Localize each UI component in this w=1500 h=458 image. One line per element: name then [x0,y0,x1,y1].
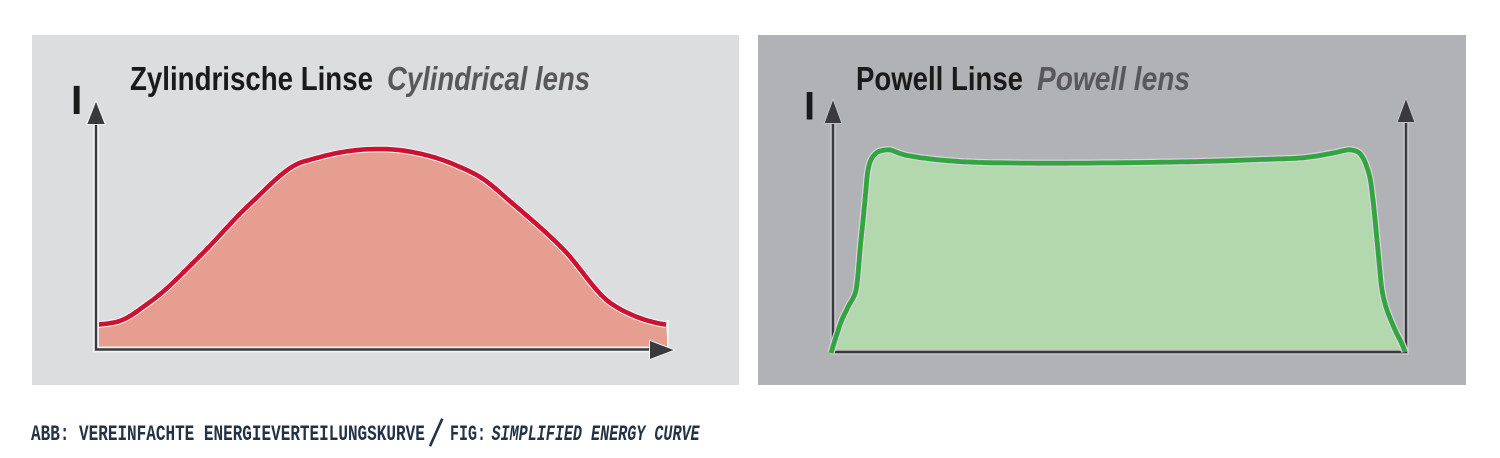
svg-text:FIG:: FIG: [450,422,486,447]
svg-text:Powell Linse: Powell Linse [856,61,1023,98]
svg-text:Powell lens: Powell lens [1037,61,1190,98]
svg-text:ABB: VEREINFACHTE ENERGIEVERTE: ABB: VEREINFACHTE ENERGIEVERTEILUNGSKURV… [31,422,425,447]
svg-text:I: I [71,77,82,123]
svg-text:Cylindrical lens: Cylindrical lens [387,61,590,98]
svg-text:I: I [804,84,815,128]
svg-text:Zylindrische Linse: Zylindrische Linse [130,61,373,98]
svg-text:SIMPLIFIED ENERGY CURVE: SIMPLIFIED ENERGY CURVE [492,422,701,447]
